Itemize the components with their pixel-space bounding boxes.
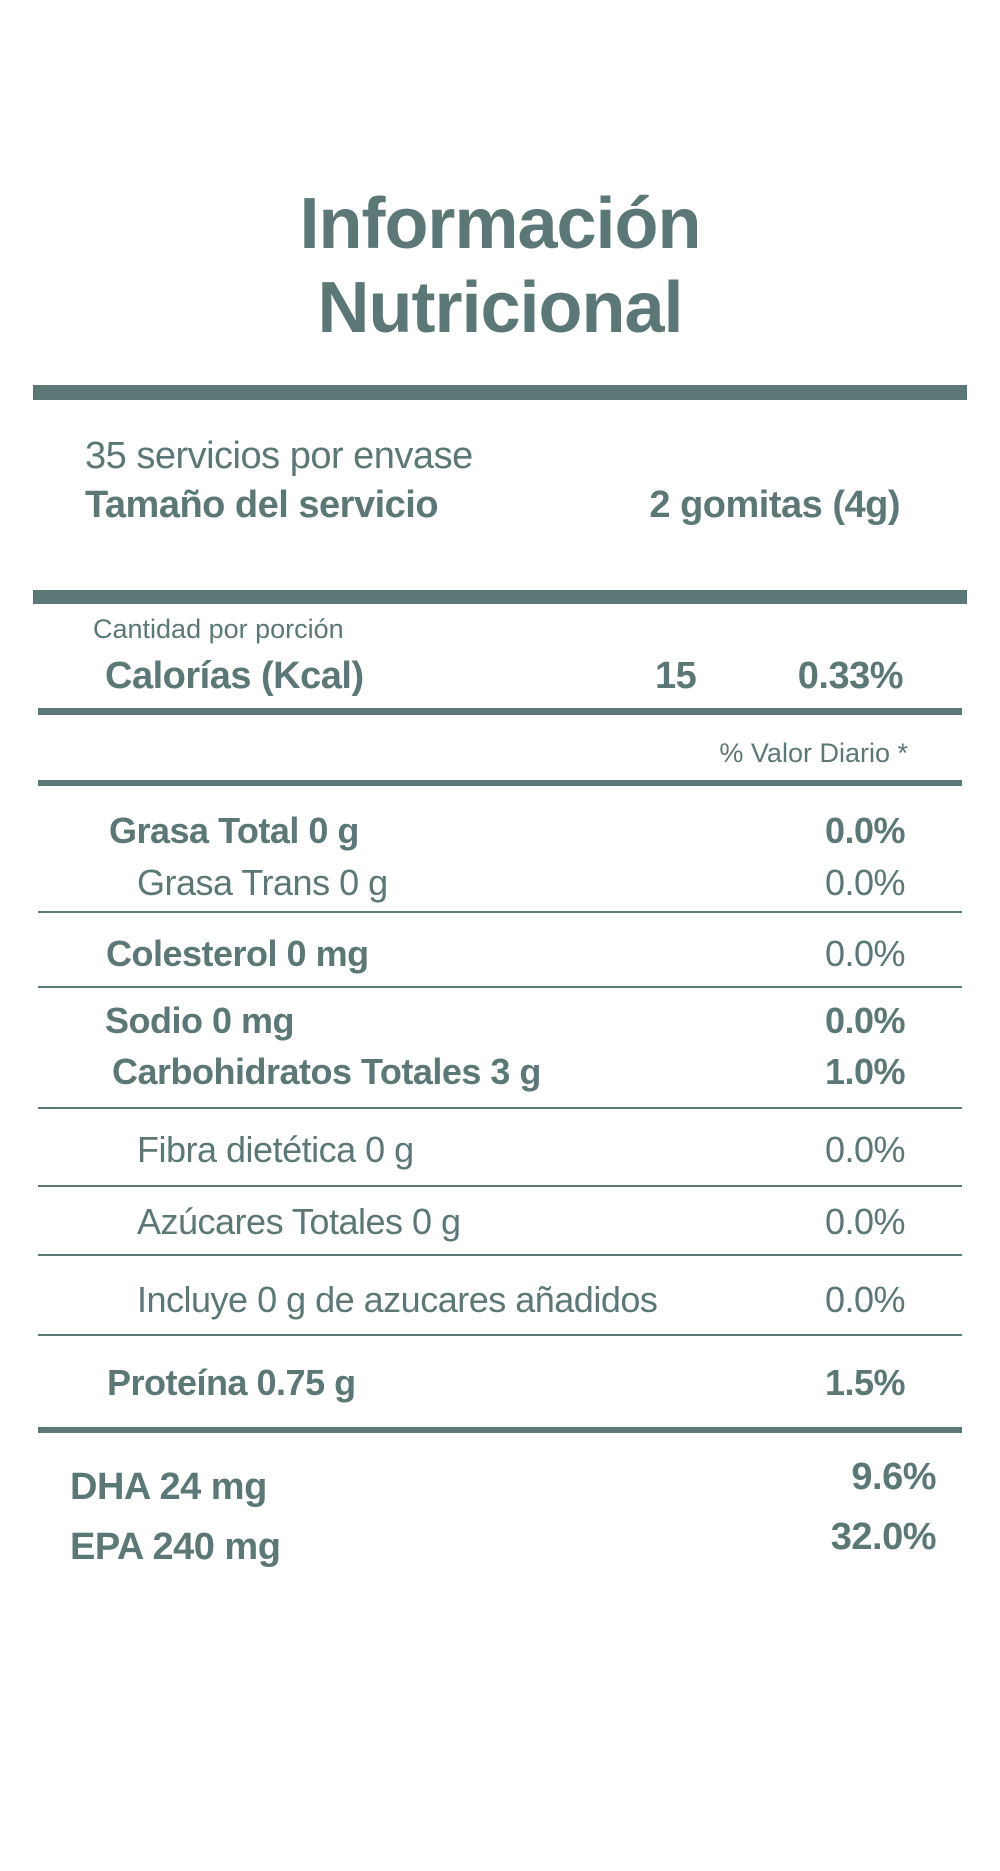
nutrient-total-sugars-dv: 0.0% [824,1201,906,1242]
nutrient-sodium-label: Sodio 0 mg [105,1000,295,1041]
nutrient-sodium-dv: 0.0% [824,1000,906,1041]
page-title-line-2: Nutricional [317,268,683,348]
extra-epa-dv: 32.0% [830,1516,937,1558]
nutrient-total-fat-dv: 0.0% [824,810,906,851]
nutrient-protein-label: Proteína 0.75 g [107,1362,356,1403]
extra-dha-label: DHA 24 mg [70,1466,267,1508]
nutrient-carbs-dv: 1.0% [824,1051,906,1092]
divider-thin [38,986,962,988]
divider-thin [38,1107,962,1109]
nutrient-added-sugars-dv: 0.0% [824,1279,906,1320]
calories-label: Calorías (Kcal) [105,655,364,697]
daily-value-header: % Valor Diario * [719,738,908,768]
nutrient-total-sugars-label: Azúcares Totales 0 g [137,1201,461,1242]
servings-per-container: 35 servicios por envase [85,435,473,477]
divider-thick-serving [33,590,967,604]
amount-per-serving-label: Cantidad por porción [93,614,344,644]
nutrient-total-fat-label: Grasa Total 0 g [109,810,359,851]
calories-value: 15 [655,655,697,697]
nutrient-trans-fat-label: Grasa Trans 0 g [137,862,388,903]
nutrient-protein-dv: 1.5% [824,1362,906,1403]
divider-thin [38,911,962,913]
nutrient-added-sugars-label: Incluye 0 g de azucares añadidos [137,1279,658,1320]
serving-size-value: 2 gomitas (4g) [649,484,900,526]
calories-daily-value: 0.33% [797,655,904,697]
page-title-line-1: Información [299,184,701,264]
divider-thin [38,1254,962,1256]
nutrient-cholesterol-label: Colesterol 0 mg [106,933,369,974]
divider-thin [38,1185,962,1187]
divider-dv-header [38,780,962,786]
nutrient-fiber-dv: 0.0% [824,1129,906,1170]
nutrient-cholesterol-dv: 0.0% [824,933,906,974]
extra-dha-dv: 9.6% [851,1456,936,1498]
divider-thick-top [33,385,967,400]
extra-epa-label: EPA 240 mg [70,1526,281,1568]
nutrient-fiber-label: Fibra dietética 0 g [137,1129,414,1170]
nutrient-trans-fat-dv: 0.0% [824,862,906,903]
nutrient-carbs-label: Carbohidratos Totales 3 g [112,1051,541,1092]
divider-calories [38,708,962,715]
divider-thick-bottom [38,1427,962,1433]
serving-size-label: Tamaño del servicio [85,484,439,526]
divider-thin [38,1334,962,1336]
